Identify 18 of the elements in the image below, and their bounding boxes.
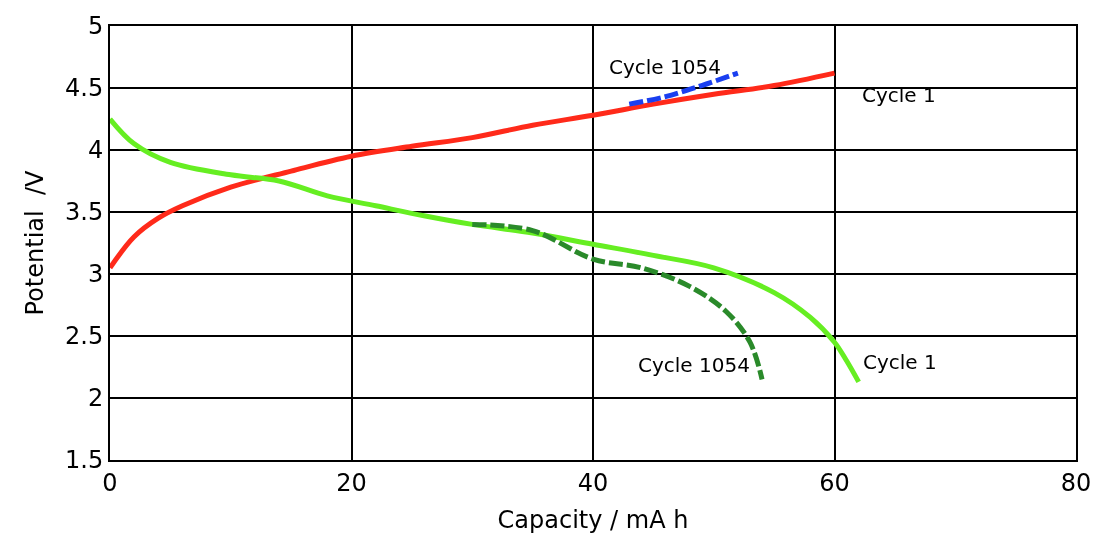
y-tick-label: 1.5 xyxy=(65,446,104,475)
y-tick-label: 4 xyxy=(87,136,104,165)
x-tick-label: 0 xyxy=(102,468,118,497)
y-tick-label: 2.5 xyxy=(65,322,104,351)
y-tick-label: 2 xyxy=(87,384,104,413)
x-tick-label: 40 xyxy=(577,468,609,497)
x-tick-label: 80 xyxy=(1060,468,1092,497)
y-tick-label: 5 xyxy=(87,12,104,41)
series-label: Cycle 1054 xyxy=(638,353,750,377)
y-axis-title: Potential /V xyxy=(20,169,49,316)
series-label: Cycle 1054 xyxy=(609,55,721,79)
y-tick-label: 4.5 xyxy=(65,74,104,103)
x-tick-label: 60 xyxy=(819,468,850,497)
x-axis-title: Capacity / mA h xyxy=(497,505,689,534)
y-tick-label: 3.5 xyxy=(65,198,104,227)
series-label: Cycle 1 xyxy=(863,350,937,374)
x-tick-label: 20 xyxy=(336,468,367,497)
y-tick-label: 3 xyxy=(87,260,104,289)
